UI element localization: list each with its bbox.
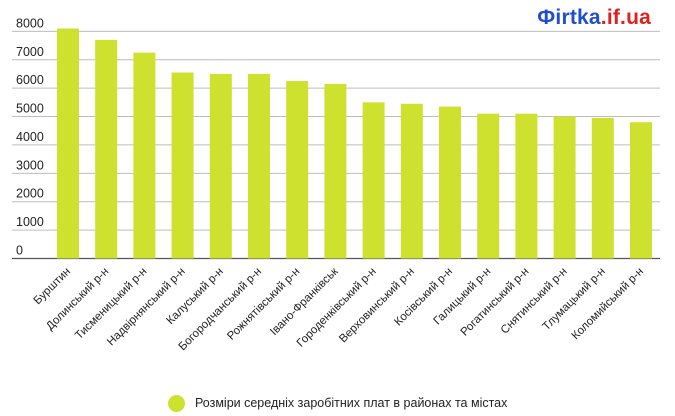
x-tick-label: Коломийський р-н (570, 266, 647, 343)
bar (57, 28, 79, 259)
site-logo[interactable]: Фirtka.if.ua (537, 6, 651, 30)
bar (630, 122, 652, 259)
x-tick-label: Верховинський р-н (337, 266, 417, 346)
bar (362, 102, 385, 259)
bar (400, 103, 423, 259)
y-tick-label: 2000 (16, 187, 44, 201)
legend-swatch (168, 394, 185, 412)
bar (477, 113, 500, 259)
x-tick-label: Тисменицький р-н (73, 266, 149, 342)
x-tick-label: Рожнятівський р-н (225, 266, 302, 343)
y-tick-label: 3000 (16, 158, 44, 172)
bar (553, 116, 576, 259)
x-tick-label: Івано-Франківськ (268, 265, 341, 338)
x-tick-label: Рогатинський р-н (459, 266, 532, 339)
bar (286, 81, 309, 259)
bar (439, 106, 461, 259)
bar (95, 39, 118, 259)
bar (515, 113, 538, 259)
bar (171, 72, 194, 259)
bar (133, 52, 156, 259)
y-tick-label: 8000 (16, 16, 44, 30)
y-tick-label: 4000 (16, 130, 44, 144)
y-tick-label: 0 (16, 244, 23, 258)
bar (248, 73, 270, 259)
bar (209, 73, 232, 259)
x-tick-label: Снятинський р-н (499, 266, 570, 337)
y-tick-label: 5000 (16, 102, 44, 116)
legend-label: Розміри середніх заробітних плат в район… (195, 396, 508, 410)
chart-legend: Розміри середніх заробітних плат в район… (168, 394, 507, 412)
bar (324, 83, 347, 259)
logo-domain-text: .if.ua (600, 6, 651, 29)
bar (591, 117, 614, 259)
y-tick-label: 6000 (16, 73, 44, 87)
y-tick-label: 1000 (16, 215, 44, 229)
y-tick-label: 7000 (16, 45, 44, 59)
logo-main-text: Фirtka (537, 6, 601, 29)
